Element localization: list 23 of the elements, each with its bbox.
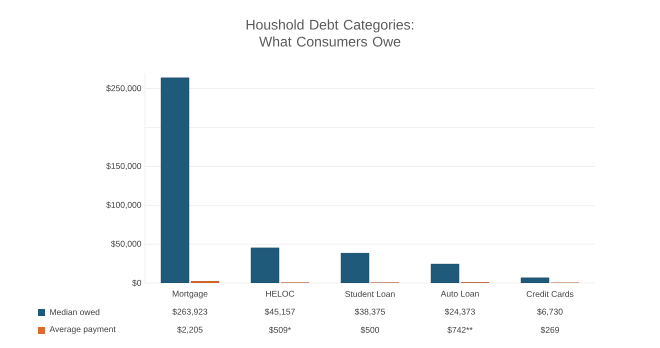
y-tick-label: $150,000 bbox=[106, 162, 142, 170]
y-tick-label: $50,000 bbox=[110, 240, 142, 248]
x-tick-label: Credit Cards bbox=[526, 290, 574, 297]
y-tick-label: $100,000 bbox=[106, 202, 142, 209]
data-label: $38,375 bbox=[354, 308, 385, 316]
data-label: $263,923 bbox=[172, 308, 208, 316]
data-label: $6,730 bbox=[537, 308, 563, 316]
x-tick-label: Auto Loan bbox=[440, 290, 479, 297]
legend-label: Average payment bbox=[50, 326, 116, 334]
data-label: $24,373 bbox=[444, 308, 475, 316]
data-label: $500 bbox=[360, 326, 380, 334]
y-tick-label: $0 bbox=[132, 280, 142, 286]
data-label: $509* bbox=[269, 326, 291, 334]
data-label: $2,205 bbox=[177, 326, 203, 334]
y-tick-label: $250,000 bbox=[106, 84, 142, 92]
x-tick-label: Student Loan bbox=[345, 290, 395, 297]
data-label: $269 bbox=[540, 326, 560, 334]
chart-title: Houshold Debt Categories: What Consumers Owe bbox=[246, 19, 414, 47]
x-tick-label: HELOC bbox=[266, 290, 294, 297]
x-tick-label: Mortgage bbox=[172, 290, 208, 298]
data-label: $45,157 bbox=[264, 308, 295, 316]
legend-label: Median owed bbox=[50, 308, 100, 316]
data-label: $742** bbox=[447, 326, 473, 334]
